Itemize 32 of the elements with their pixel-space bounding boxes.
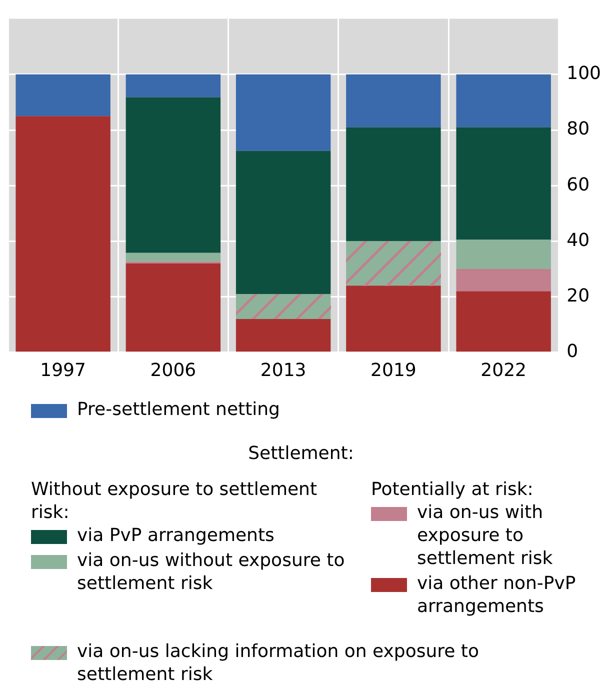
bar bbox=[126, 252, 221, 262]
y-tick-label: 0 bbox=[566, 341, 578, 362]
x-tick-label: 2019 bbox=[370, 360, 416, 381]
bar bbox=[126, 97, 221, 253]
bar bbox=[236, 74, 331, 151]
x-tick-label: 2022 bbox=[480, 360, 526, 381]
x-tick-label: 1997 bbox=[40, 360, 86, 381]
bar bbox=[456, 127, 551, 240]
bar bbox=[16, 74, 110, 116]
y-tick-label: 100 bbox=[566, 63, 602, 84]
x-tick-label: 2013 bbox=[260, 360, 306, 381]
bar bbox=[456, 240, 551, 269]
bar bbox=[346, 74, 441, 128]
y-tick-label: 80 bbox=[566, 118, 590, 140]
legend-label: via other non-PvP arrangements bbox=[417, 572, 577, 618]
legend-label: via PvP arrangements bbox=[77, 524, 274, 547]
y-tick-label: 40 bbox=[566, 230, 590, 251]
bar bbox=[126, 263, 221, 352]
bar bbox=[456, 269, 551, 292]
y-tick-label: 60 bbox=[566, 174, 590, 196]
text: Potentially at risk: bbox=[371, 478, 534, 501]
legend-title: Settlement: bbox=[247, 443, 355, 464]
x-tick-label: 2006 bbox=[150, 360, 196, 381]
legend-label: Pre-settlement netting bbox=[77, 398, 280, 421]
bar bbox=[456, 74, 551, 128]
bar bbox=[126, 74, 221, 98]
legend-label: via on-us without exposure to settlement risk bbox=[77, 549, 346, 595]
bar bbox=[16, 116, 110, 352]
bar bbox=[456, 291, 551, 352]
y-tick-label: 20 bbox=[566, 285, 590, 306]
legend-label: via on-us lacking information on exposure to settlement risk bbox=[77, 640, 480, 683]
text: Without exposure to settlement risk: bbox=[31, 478, 318, 524]
